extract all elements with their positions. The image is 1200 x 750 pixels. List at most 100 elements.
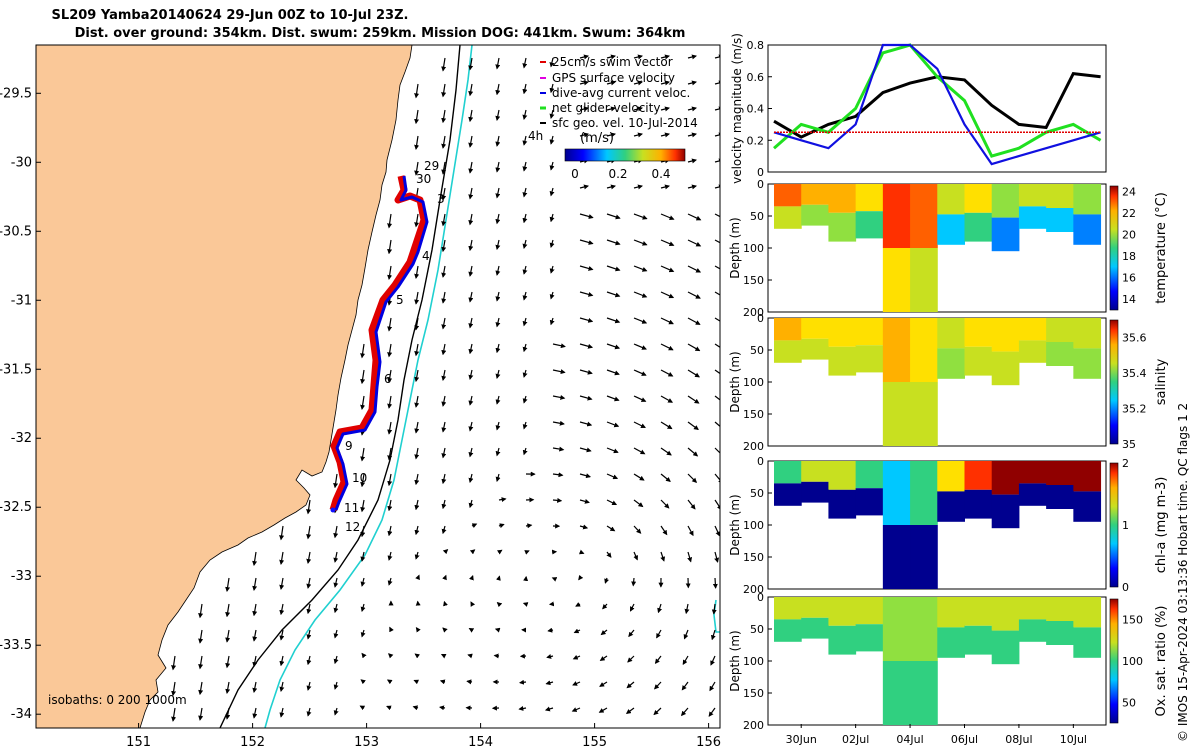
current-vector-arrow bbox=[441, 109, 447, 124]
oxygen-cell bbox=[1018, 619, 1047, 642]
panel-xtick-label: 06Jul bbox=[951, 733, 978, 746]
current-vector-arrow bbox=[252, 603, 258, 617]
current-vector-arrow bbox=[387, 343, 393, 358]
current-vector-arrow bbox=[714, 265, 720, 270]
current-vector-arrow bbox=[522, 421, 528, 430]
current-vector-arrow bbox=[660, 447, 672, 456]
temperature-cbar-tick: 18 bbox=[1122, 250, 1136, 263]
legend-dive-avg-current: dive-avg current veloc. bbox=[552, 86, 690, 100]
isobath-1000m bbox=[219, 45, 461, 728]
oxygen-ytick-label: 50 bbox=[750, 623, 764, 636]
current-vector-arrow bbox=[579, 265, 594, 271]
salinity-cell bbox=[1018, 318, 1047, 341]
current-vector-arrow bbox=[493, 653, 500, 659]
temperature-cbar-tick: 14 bbox=[1122, 293, 1136, 306]
current-vector-arrow bbox=[468, 291, 474, 303]
current-vector-arrow bbox=[633, 421, 646, 429]
oxygen-cell bbox=[937, 597, 965, 628]
oxygen-cell bbox=[801, 617, 829, 639]
current-vector-arrow bbox=[439, 705, 446, 711]
oxygen-cell bbox=[964, 625, 993, 655]
current-vector-arrow bbox=[654, 681, 662, 690]
salinity-cell bbox=[991, 318, 1020, 352]
current-vector-arrow bbox=[714, 525, 720, 537]
current-vector-arrow bbox=[598, 707, 608, 713]
temperature-cell bbox=[774, 184, 802, 207]
current-vector-arrow bbox=[606, 551, 612, 558]
current-vector-arrow bbox=[306, 707, 312, 717]
chla-cell bbox=[882, 461, 911, 525]
current-vector-arrow bbox=[522, 369, 528, 378]
current-vector-arrow bbox=[495, 265, 501, 276]
current-vector-arrow bbox=[333, 577, 339, 588]
temperature-cell bbox=[937, 214, 965, 245]
chla-cell bbox=[964, 461, 993, 490]
salinity-ytick-label: 50 bbox=[750, 344, 764, 357]
chart-title-line2: Dist. over ground: 354km. Dist. swum: 25… bbox=[74, 26, 686, 41]
current-vector-arrow bbox=[579, 213, 594, 219]
current-vector-arrow bbox=[468, 109, 474, 123]
temperature-cbar-label: temperature (°C) bbox=[1154, 192, 1169, 304]
current-vector-arrow bbox=[687, 317, 701, 325]
map-colorbar-label: (m/s) bbox=[580, 131, 614, 146]
map-ytick-label: -31 bbox=[11, 293, 32, 308]
salinity-cell bbox=[1073, 318, 1102, 349]
isobaths-label: isobaths: 0 200 1000m bbox=[48, 693, 187, 707]
isobath-200m bbox=[264, 45, 473, 728]
current-vector-arrow bbox=[629, 603, 635, 612]
current-vector-arrow bbox=[606, 213, 621, 220]
current-vector-arrow bbox=[360, 525, 366, 538]
chla-cell bbox=[991, 461, 1020, 495]
current-vector-arrow bbox=[606, 369, 620, 376]
current-vector-arrow bbox=[656, 629, 662, 639]
current-vector-arrow bbox=[714, 132, 720, 138]
temperature-cell bbox=[1073, 184, 1102, 215]
current-vector-arrow bbox=[414, 551, 420, 560]
chla-cell bbox=[774, 461, 802, 484]
current-vector-arrow bbox=[279, 603, 285, 616]
map-xtick-label: 154 bbox=[468, 735, 493, 750]
oxygen-cell bbox=[910, 597, 938, 661]
current-vector-arrow bbox=[387, 317, 393, 332]
current-vector-arrow bbox=[714, 395, 720, 401]
current-vector-arrow bbox=[599, 655, 608, 661]
velocity-ytick-label: 0 bbox=[757, 166, 764, 179]
current-vector-arrow bbox=[198, 681, 204, 696]
current-vector-arrow bbox=[468, 265, 474, 277]
chla-cell bbox=[1018, 483, 1047, 506]
oxygen-ytick-label: 150 bbox=[743, 687, 764, 700]
oxygen-cell bbox=[1046, 597, 1074, 621]
current-vector-arrow bbox=[468, 447, 474, 458]
current-vector-arrow bbox=[468, 135, 474, 148]
oxygen-cell bbox=[774, 597, 802, 620]
current-vector-arrow bbox=[518, 679, 527, 685]
current-vector-arrow bbox=[687, 80, 697, 86]
current-vector-arrow bbox=[522, 83, 528, 95]
current-vector-arrow bbox=[660, 265, 675, 273]
chla-cell bbox=[937, 461, 965, 492]
current-vector-arrow bbox=[522, 135, 528, 146]
oxygen-cell bbox=[937, 627, 965, 658]
current-vector-arrow bbox=[522, 447, 528, 456]
current-vector-arrow bbox=[604, 577, 609, 584]
current-vector-arrow bbox=[606, 343, 621, 350]
oxygen-cell bbox=[1073, 627, 1102, 658]
current-vector-arrow bbox=[633, 106, 643, 112]
current-vector-arrow bbox=[606, 525, 616, 532]
current-vector-arrow bbox=[468, 369, 474, 380]
current-vector-arrow bbox=[414, 109, 420, 125]
temperature-cell bbox=[882, 248, 911, 312]
oxygen-cell bbox=[774, 619, 802, 642]
current-vector-arrow bbox=[279, 707, 285, 718]
current-vector-arrow bbox=[360, 603, 366, 613]
current-vector-arrow bbox=[414, 317, 420, 331]
arrow-key-label: 4h bbox=[528, 129, 543, 143]
temperature-cell bbox=[1046, 208, 1074, 232]
chla-cell bbox=[855, 461, 884, 489]
current-vector-arrow bbox=[627, 655, 635, 663]
current-vector-arrow bbox=[687, 473, 698, 484]
current-vector-arrow bbox=[413, 679, 420, 685]
current-vector-arrow bbox=[467, 653, 473, 659]
current-vector-arrow bbox=[306, 655, 312, 666]
